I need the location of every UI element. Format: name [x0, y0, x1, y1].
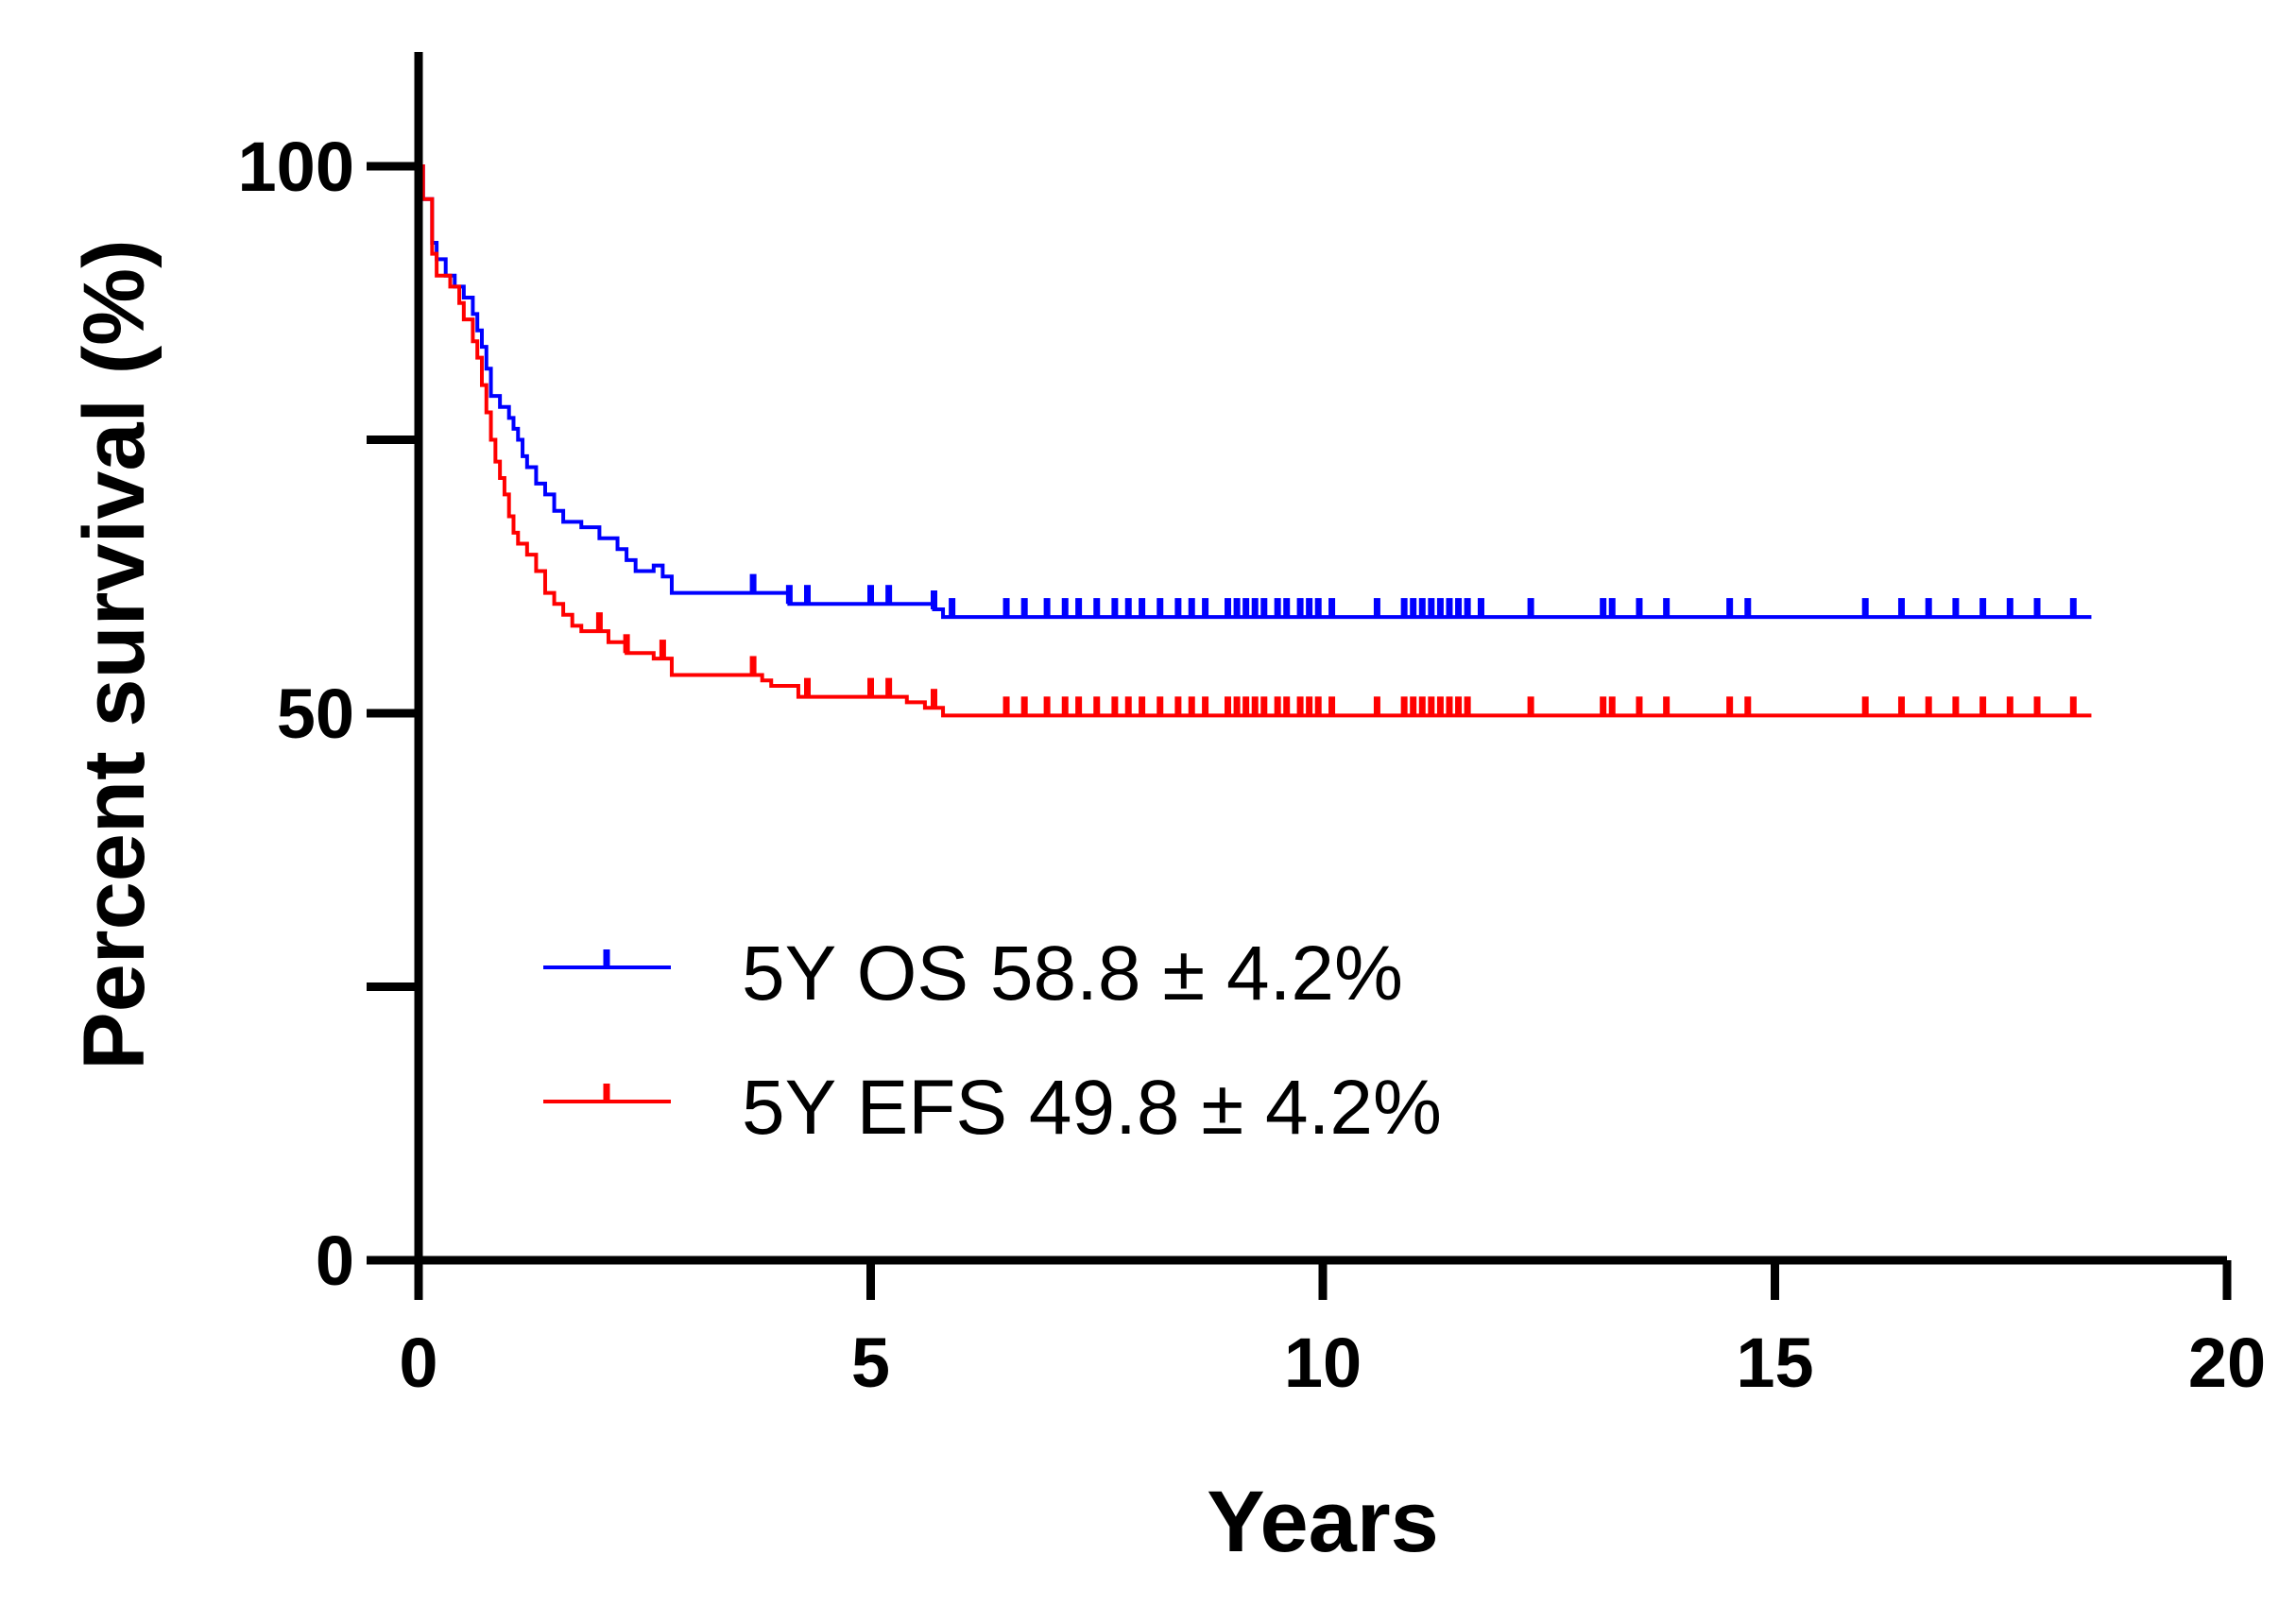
survival-curves: [419, 164, 2092, 718]
legend-efs-label: 5Y EFS 49.8 ± 4.2%: [742, 1065, 1442, 1151]
legend-item-efs: 5Y EFS 49.8 ± 4.2%: [543, 1065, 1442, 1151]
series-1-curve: [419, 164, 2092, 718]
y-tick-label-0: 0: [316, 1222, 354, 1300]
x-axis-title: Years: [1207, 1474, 1439, 1570]
legend-item-os: 5Y OS 58.8 ± 4.2%: [543, 931, 1403, 1017]
axes: [367, 52, 2227, 1265]
x-tick-label-15: 15: [1736, 1324, 1813, 1402]
x-tick-label-10: 10: [1284, 1324, 1362, 1402]
y-tick-label-50: 50: [277, 675, 354, 753]
series-0-curve: [419, 164, 2092, 620]
x-tick-label-20: 20: [2188, 1324, 2266, 1402]
legend-os-label: 5Y OS 58.8 ± 4.2%: [742, 931, 1403, 1017]
axis-ticks: 0 5 10 15 20 0 50 100: [238, 128, 2267, 1402]
y-tick-label-100: 100: [238, 128, 354, 206]
x-tick-label-0: 0: [399, 1324, 437, 1402]
y-axis-title: Percent survival (%): [66, 239, 163, 1069]
legend: 5Y OS 58.8 ± 4.2% 5Y EFS 49.8 ± 4.2%: [543, 931, 1442, 1151]
x-tick-label-5: 5: [851, 1324, 890, 1402]
